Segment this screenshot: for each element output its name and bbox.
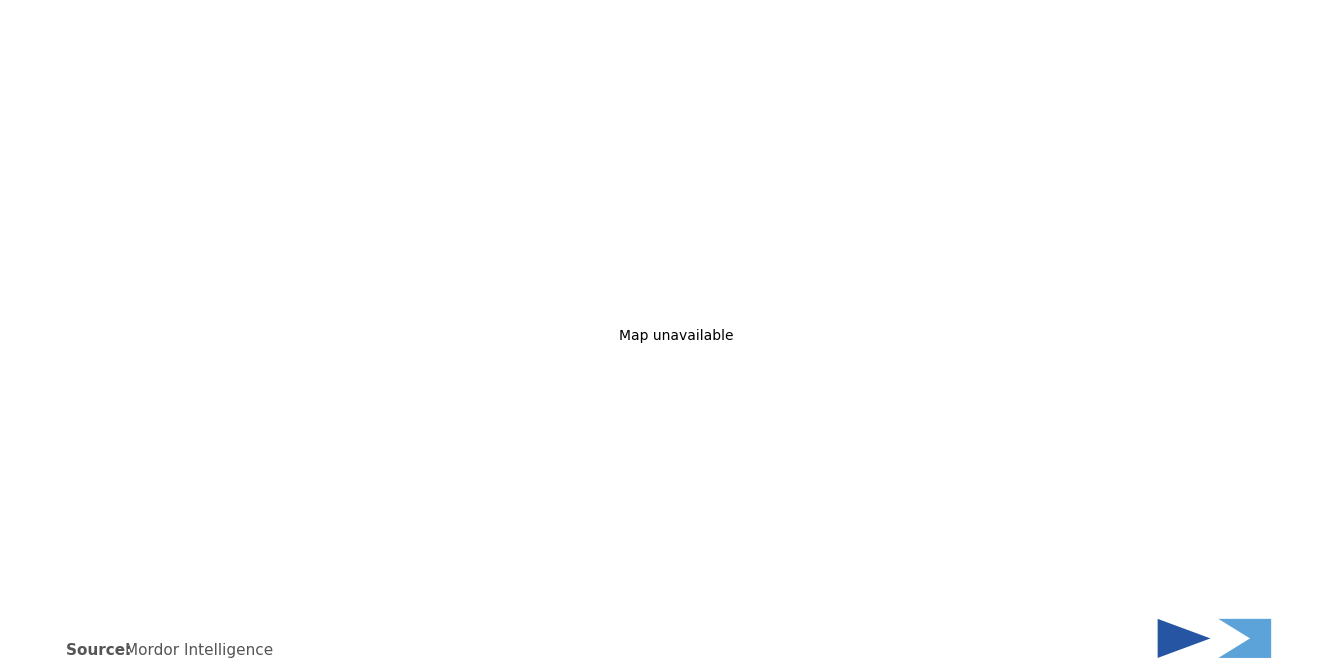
- Text: Mordor Intelligence: Mordor Intelligence: [125, 643, 273, 658]
- Text: Source:: Source:: [66, 643, 137, 658]
- Polygon shape: [1218, 619, 1271, 658]
- Polygon shape: [1158, 619, 1210, 658]
- Text: Map unavailable: Map unavailable: [619, 329, 734, 343]
